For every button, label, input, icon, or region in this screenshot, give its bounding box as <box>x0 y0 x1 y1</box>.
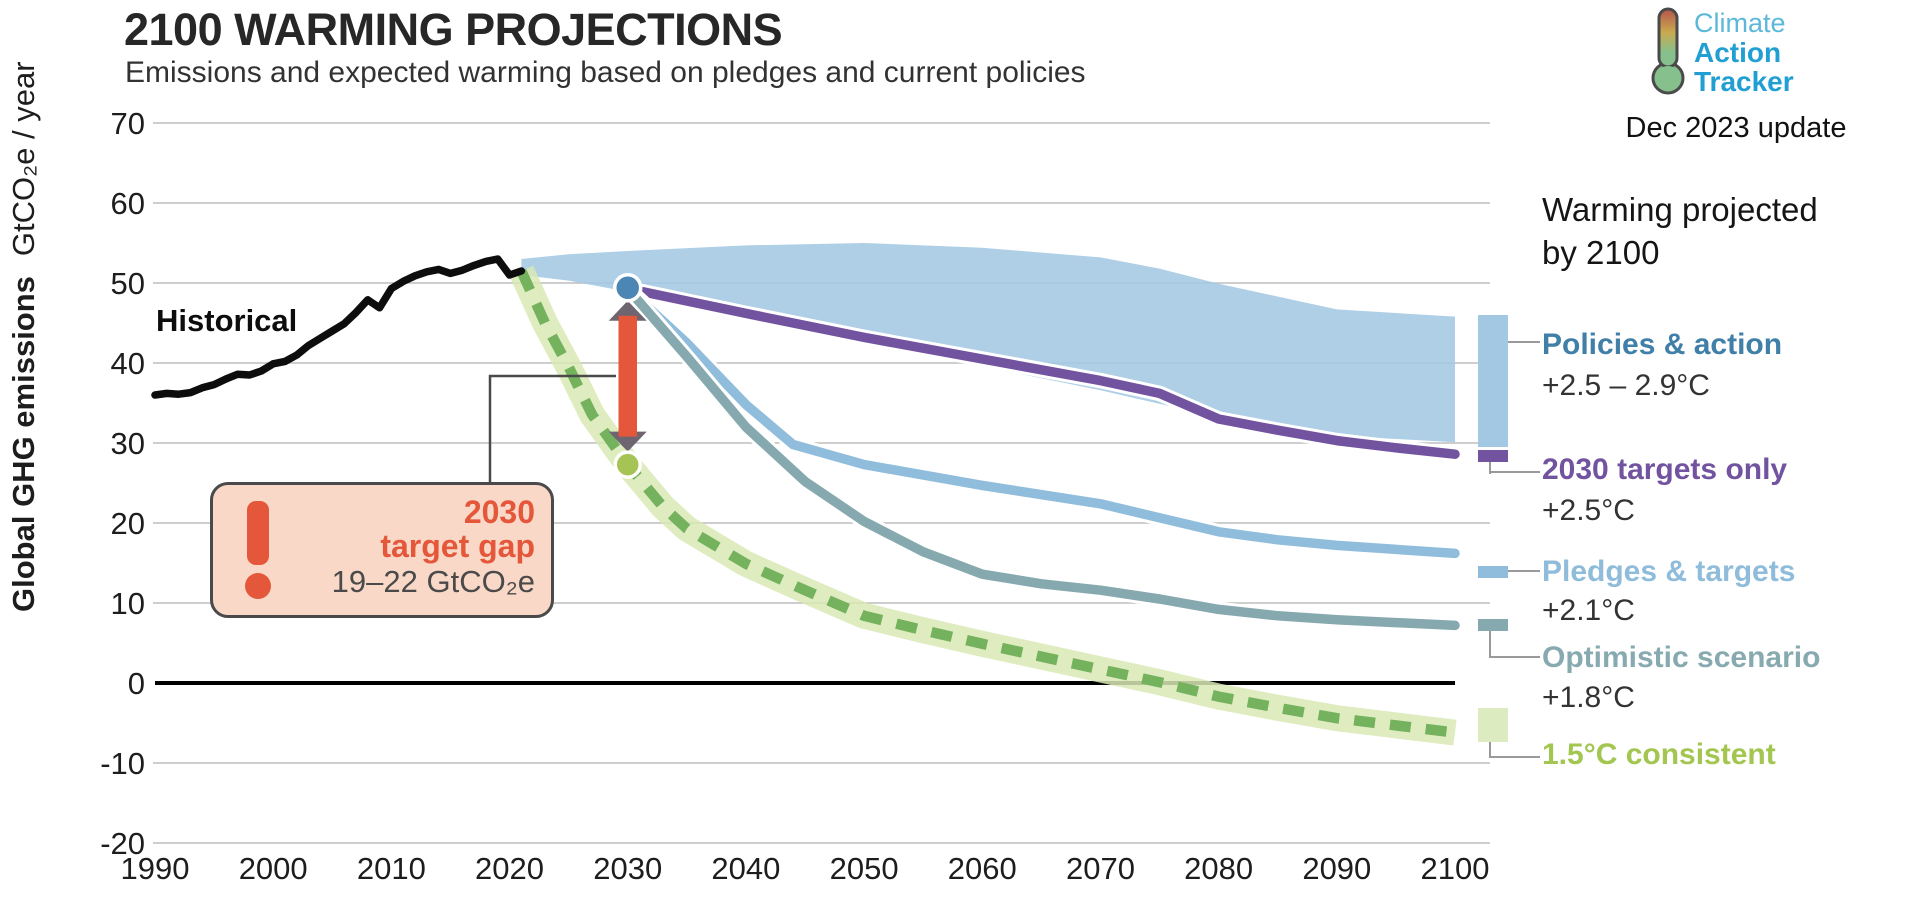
svg-text:10: 10 <box>111 586 145 621</box>
svg-text:1990: 1990 <box>121 851 190 886</box>
legend-label-targets2030: 2030 targets only <box>1542 453 1788 486</box>
x-axis-labels: 1990 2000 2010 2020 2030 2040 2050 2060 2070 2080… <box>121 851 1490 886</box>
svg-text:2000: 2000 <box>239 851 308 886</box>
svg-text:2050: 2050 <box>830 851 899 886</box>
legend-swatch-pledges <box>1478 566 1508 578</box>
svg-text:60: 60 <box>111 186 145 221</box>
target-gap-range: 19–22 GtCO₂e <box>331 564 535 599</box>
series-targets2030 <box>619 280 1463 462</box>
target-gap-year: 2030 <box>463 494 535 530</box>
svg-text:30: 30 <box>111 426 145 461</box>
svg-text:-20: -20 <box>100 826 145 861</box>
legend-connector <box>1489 471 1540 473</box>
callout-leader-line <box>488 374 616 482</box>
legend-connector <box>1508 570 1540 572</box>
legend-connector <box>1489 462 1491 474</box>
legend-connector <box>1489 756 1540 758</box>
series-optimistic <box>619 280 1463 634</box>
svg-text:2010: 2010 <box>357 851 426 886</box>
legend-label-pledges: Pledges & targets <box>1542 555 1796 588</box>
svg-text:2080: 2080 <box>1184 851 1253 886</box>
climate-action-tracker-logo: Climate Action Tracker <box>1646 5 1916 104</box>
svg-text:2090: 2090 <box>1302 851 1371 886</box>
legend-label-policies: Policies & action <box>1542 328 1783 361</box>
svg-text:40: 40 <box>111 346 145 381</box>
logo-wordmark: Climate Action Tracker <box>1694 8 1794 97</box>
svg-text:-10: -10 <box>100 746 145 781</box>
thermometer-icon <box>1651 7 1685 95</box>
svg-text:50: 50 <box>111 266 145 301</box>
svg-text:2060: 2060 <box>948 851 1017 886</box>
legend: Warming projected by 2100 Policies & act… <box>1470 140 1920 820</box>
historical-series-label: Historical <box>156 303 298 338</box>
svg-text:0: 0 <box>128 666 145 701</box>
series-historical <box>151 255 526 399</box>
legend-temp-policies: +2.5 – 2.9°C <box>1542 369 1710 402</box>
exclamation-icon <box>227 495 289 605</box>
legend-swatch-policies <box>1478 315 1508 447</box>
legend-temp-optimistic: +1.8°C <box>1542 681 1635 714</box>
legend-temp-targets2030: +2.5°C <box>1542 494 1635 527</box>
policies-action-band <box>521 243 1455 443</box>
page-subtitle: Emissions and expected warming based on … <box>125 56 1086 89</box>
svg-text:2020: 2020 <box>475 851 544 886</box>
y-axis-labels: 70 60 50 40 30 20 10 0 -10 -20 <box>100 106 145 861</box>
svg-text:20: 20 <box>111 506 145 541</box>
target-gap-callout: 2030 target gap 19–22 GtCO₂e <box>210 482 554 618</box>
legend-connector <box>1489 656 1540 658</box>
gap-dot-bottom <box>613 450 642 479</box>
historical-line <box>151 255 526 399</box>
legend-swatch-consistent15 <box>1478 708 1508 742</box>
legend-swatch-optimistic <box>1478 619 1508 631</box>
update-date: Dec 2023 update <box>1625 112 1847 144</box>
gap-dot-top <box>612 273 643 303</box>
gap-arrow <box>608 300 647 452</box>
svg-text:2030: 2030 <box>593 851 662 886</box>
legend-label-consistent15: 1.5°C consistent <box>1542 738 1776 771</box>
legend-temp-pledges: +2.1°C <box>1542 594 1635 627</box>
series-pledges <box>619 280 1463 562</box>
svg-text:2070: 2070 <box>1066 851 1135 886</box>
svg-text:70: 70 <box>111 106 145 141</box>
svg-text:2040: 2040 <box>711 851 780 886</box>
legend-heading: Warming projected by 2100 <box>1542 191 1818 271</box>
optimistic-line <box>622 283 1460 631</box>
pledges-line <box>622 283 1460 559</box>
page-title: 2100 WARMING PROJECTIONS <box>124 4 783 55</box>
target-gap-text: 2030 target gap 19–22 GtCO₂e <box>289 495 535 605</box>
consistent15-dashed-line <box>516 268 1456 738</box>
legend-label-optimistic: Optimistic scenario <box>1542 641 1821 674</box>
y-axis-title: Global GHG emissionsGtCO₂e / year <box>6 61 41 612</box>
target-gap-label: target gap <box>380 528 535 564</box>
targets2030-line <box>622 283 1460 459</box>
svg-text:2100: 2100 <box>1421 851 1490 886</box>
legend-swatch-targets2030 <box>1478 450 1508 462</box>
series-consistent15 <box>509 265 1457 746</box>
legend-connector <box>1489 742 1491 758</box>
series-policies_band <box>521 243 1455 443</box>
legend-connector <box>1489 631 1491 658</box>
legend-connector <box>1508 341 1540 343</box>
